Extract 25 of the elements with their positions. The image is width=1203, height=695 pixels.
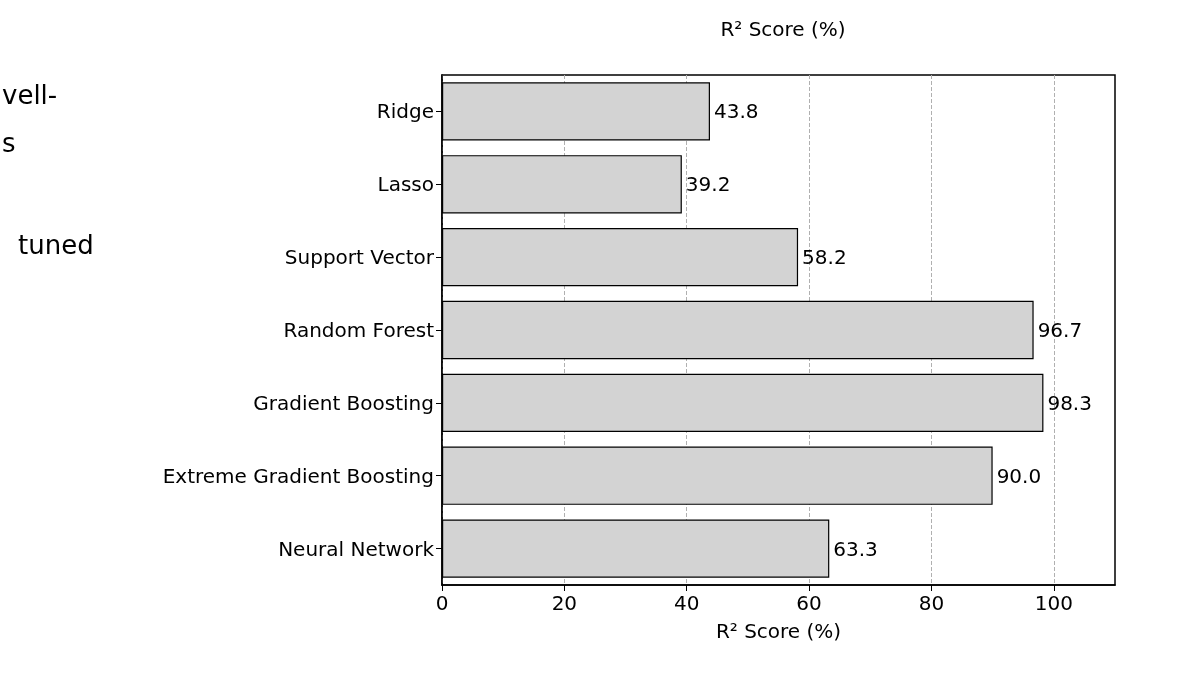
y-tick-label: Gradient Boosting <box>253 390 434 415</box>
text: vell- <box>2 80 58 110</box>
chart-title: R² Score (%) <box>720 17 846 41</box>
x-tick-label: 40 <box>674 591 700 615</box>
data-label: 43.8 <box>713 99 759 124</box>
x-tick-label: 80 <box>918 591 945 615</box>
y-tick-label: Random Forest <box>283 318 435 342</box>
x-tick-label: 20 <box>551 591 578 615</box>
data-label: 96.7 <box>1037 318 1083 342</box>
text: tuned <box>18 230 94 260</box>
y-tick-label: Ridge <box>376 99 434 124</box>
y-tick-label: Neural Network <box>278 536 435 561</box>
x-axis-title: R² Score (%) <box>715 619 842 643</box>
x-tick-label: 0 <box>435 591 449 615</box>
x-tick-label: 100 <box>1034 591 1073 615</box>
data-label: 39.2 <box>685 172 731 197</box>
x-tick-label: 60 <box>796 591 822 615</box>
y-tick-label: Extreme Gradient Boosting <box>162 463 434 488</box>
text: s <box>2 128 16 158</box>
data-label: 98.3 <box>1047 390 1092 415</box>
data-label: 58.2 <box>802 245 847 270</box>
y-tick-label: Lasso <box>377 172 434 197</box>
data-label: 63.3 <box>833 536 878 561</box>
y-tick-label: Support Vector <box>284 245 435 270</box>
data-label: 90.0 <box>996 463 1042 488</box>
